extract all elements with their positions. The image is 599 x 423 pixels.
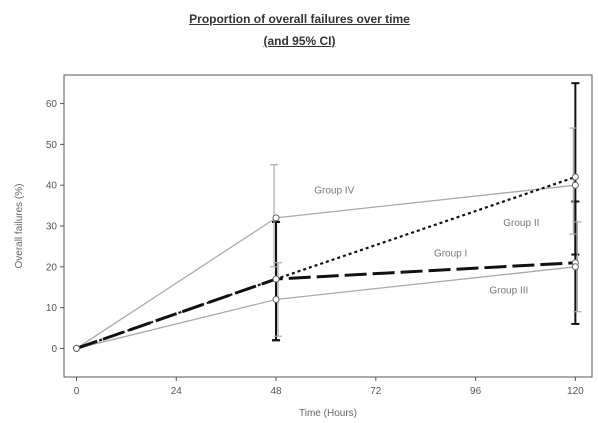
y-tick-label: 60 <box>46 99 58 110</box>
x-tick-label: 24 <box>171 386 183 397</box>
point-group-iv <box>272 214 280 222</box>
y-tick-label: 0 <box>51 344 57 355</box>
point-group-ii <box>272 275 280 283</box>
x-tick-label: 48 <box>270 386 282 397</box>
label-group-i: Group I <box>434 249 467 260</box>
x-axis-label: Time (Hours) <box>299 408 357 419</box>
y-tick-label: 40 <box>46 181 58 192</box>
y-tick-label: 20 <box>46 262 58 273</box>
point-group-iii <box>272 295 280 303</box>
x-tick-label: 72 <box>370 386 382 397</box>
label-group-ii: Group II <box>503 218 539 229</box>
chart-title: Proportion of overall failures over time <box>189 12 410 26</box>
label-group-iv: Group IV <box>314 185 354 196</box>
x-tick-label: 0 <box>74 386 80 397</box>
x-tick-label: 96 <box>470 386 482 397</box>
y-axis-label: Overall failures (%) <box>14 183 25 268</box>
label-group-iii: Group III <box>489 285 528 296</box>
series-line-group-ii <box>76 175 576 350</box>
point-group-iv <box>571 181 579 189</box>
point-group-iv <box>72 344 80 352</box>
point-group-iii <box>571 263 579 271</box>
chart-subtitle: (and 95% CI) <box>263 34 336 48</box>
y-tick-label: 10 <box>46 303 58 314</box>
y-tick-label: 50 <box>46 140 58 151</box>
point-group-ii <box>571 173 579 181</box>
x-tick-label: 120 <box>567 386 584 397</box>
series-line-group-iii <box>76 266 576 350</box>
y-tick-label: 30 <box>46 222 58 233</box>
